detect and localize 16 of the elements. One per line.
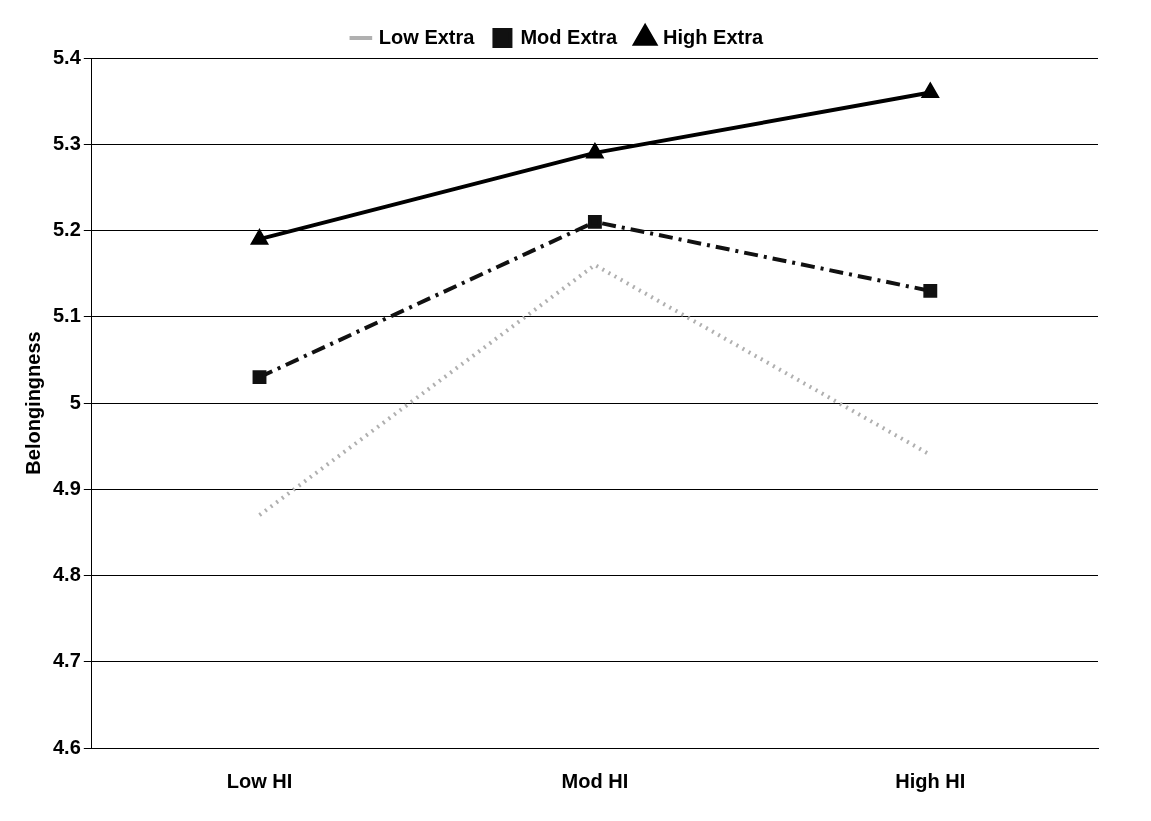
x-tick-label: Mod HI	[561, 769, 629, 792]
y-tick-label: 5.2	[52, 218, 81, 241]
y-tick-label: 5.3	[52, 131, 81, 154]
legend-label: High Extra	[663, 25, 765, 48]
legend-label: Low Extra	[378, 25, 476, 48]
x-tick-label: Low HI	[226, 769, 293, 792]
y-tick-label: 5.4	[52, 45, 82, 68]
y-tick-label: 4.8	[52, 563, 81, 586]
y-tick-label: 4.7	[52, 649, 81, 672]
y-tick-label: 5	[69, 390, 81, 413]
x-tick-label: High HI	[895, 769, 966, 792]
y-axis-title: Belongingness	[21, 331, 44, 475]
y-tick-label: 4.9	[52, 476, 81, 499]
legend-label: Mod Extra	[520, 25, 618, 48]
y-tick-label: 5.1	[52, 304, 81, 327]
y-tick-label: 4.6	[52, 735, 81, 758]
